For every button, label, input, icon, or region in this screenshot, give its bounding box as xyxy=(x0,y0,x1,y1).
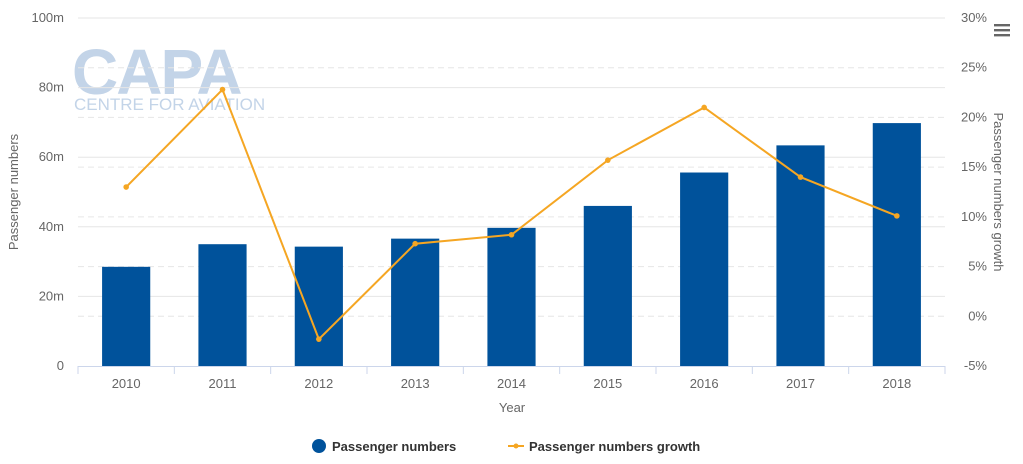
point-passenger-numbers-growth[interactable] xyxy=(605,157,611,163)
point-passenger-numbers-growth[interactable] xyxy=(894,213,900,219)
bar-series xyxy=(102,123,921,366)
point-passenger-numbers-growth[interactable] xyxy=(701,104,707,111)
point-passenger-numbers-growth[interactable] xyxy=(797,174,804,180)
legend-item-passenger-numbers[interactable]: Passenger numbers xyxy=(312,439,456,454)
legend: Passenger numbers Passenger numbers grow… xyxy=(312,439,700,454)
x-tick-label: 2018 xyxy=(882,376,911,391)
y-tick-label: 20m xyxy=(39,288,64,303)
y2-axis-title: Passenger numbers growth xyxy=(991,113,1006,272)
bar-passenger-numbers[interactable] xyxy=(102,266,151,366)
bar-passenger-numbers[interactable] xyxy=(583,205,632,366)
point-passenger-numbers-growth[interactable] xyxy=(123,184,129,190)
x-tick-label: 2015 xyxy=(593,376,622,391)
y2-tick-label: 0% xyxy=(968,308,987,323)
y-tick-label: 100m xyxy=(31,10,64,25)
y-tick-label: 60m xyxy=(39,149,64,164)
gridlines xyxy=(78,17,945,317)
x-axis-title: Year xyxy=(499,400,526,415)
bar-passenger-numbers[interactable] xyxy=(487,227,536,366)
legend-label-passenger-numbers: Passenger numbers xyxy=(332,439,456,454)
watermark-tagline: CENTRE FOR AVIATION xyxy=(74,95,265,114)
bar-passenger-numbers[interactable] xyxy=(872,123,921,366)
x-tick-label: 2011 xyxy=(209,376,237,391)
legend-bar-marker xyxy=(312,439,326,453)
y2-tick-label: 30% xyxy=(961,10,987,25)
hamburger-menu-icon[interactable] xyxy=(988,18,1014,42)
point-passenger-numbers-growth[interactable] xyxy=(219,86,226,93)
x-tick-label: 2017 xyxy=(786,376,815,391)
point-passenger-numbers-growth[interactable] xyxy=(316,336,322,342)
legend-line-dot xyxy=(513,443,519,449)
bar-passenger-numbers[interactable] xyxy=(294,246,343,366)
legend-item-passenger-numbers-growth[interactable]: Passenger numbers growth xyxy=(508,439,700,454)
x-tick-label: 2013 xyxy=(401,376,430,391)
bar-passenger-numbers[interactable] xyxy=(680,172,729,366)
point-passenger-numbers-growth[interactable] xyxy=(508,231,515,238)
y2-tick-label: 25% xyxy=(961,60,987,75)
y-tick-label: 80m xyxy=(39,80,64,95)
y2-tick-label: -5% xyxy=(964,358,988,373)
point-passenger-numbers-growth[interactable] xyxy=(412,240,418,247)
axes: 0 20m 40m 60m 80m 100m -5% 0% 5% 10% 15% 20% 25% 30% 2… xyxy=(31,10,987,391)
bar-passenger-numbers[interactable] xyxy=(391,238,440,366)
y-tick-label: 0 xyxy=(57,358,64,373)
bar-passenger-numbers[interactable] xyxy=(776,145,825,366)
line-series xyxy=(123,86,900,342)
y2-tick-label: 20% xyxy=(961,109,987,124)
x-tick-label: 2014 xyxy=(497,376,526,391)
x-tick-label: 2010 xyxy=(112,376,141,391)
bar-passenger-numbers[interactable] xyxy=(198,244,247,366)
y2-tick-label: 10% xyxy=(961,209,987,224)
y2-tick-label: 5% xyxy=(968,259,987,274)
y2-tick-label: 15% xyxy=(961,159,987,174)
legend-label-passenger-numbers-growth: Passenger numbers growth xyxy=(529,439,700,454)
capa-watermark-logo: CAPA CENTRE FOR AVIATION xyxy=(72,36,265,114)
y-axis-title: Passenger numbers xyxy=(6,133,21,250)
y-tick-label: 40m xyxy=(39,219,64,234)
x-tick-label: 2012 xyxy=(304,376,333,391)
x-tick-label: 2016 xyxy=(690,376,719,391)
